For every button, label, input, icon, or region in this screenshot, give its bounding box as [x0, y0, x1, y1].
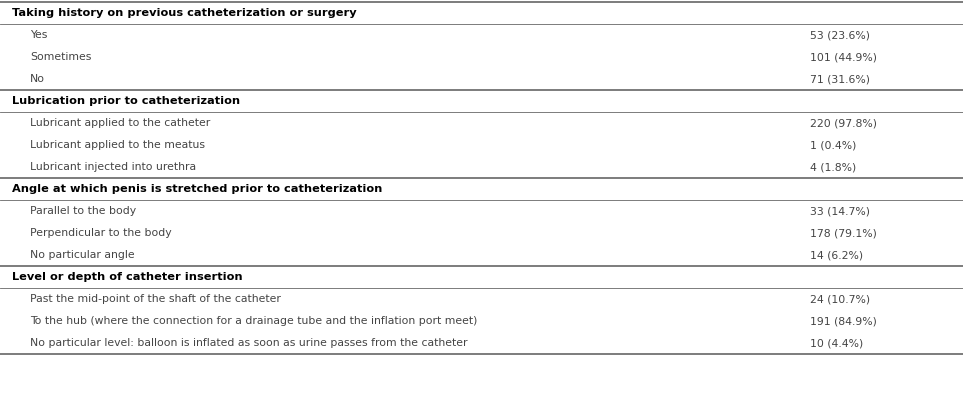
Text: 14 (6.2%): 14 (6.2%)	[810, 250, 863, 260]
Text: Level or depth of catheter insertion: Level or depth of catheter insertion	[12, 272, 243, 282]
Text: No particular level: balloon is inflated as soon as urine passes from the cathet: No particular level: balloon is inflated…	[30, 338, 467, 348]
Text: 220 (97.8%): 220 (97.8%)	[810, 118, 877, 128]
Text: 10 (4.4%): 10 (4.4%)	[810, 338, 863, 348]
Text: 191 (84.9%): 191 (84.9%)	[810, 316, 877, 326]
Text: 53 (23.6%): 53 (23.6%)	[810, 30, 870, 40]
Text: Yes: Yes	[30, 30, 47, 40]
Text: Perpendicular to the body: Perpendicular to the body	[30, 228, 171, 238]
Text: Sometimes: Sometimes	[30, 52, 91, 62]
Text: No: No	[30, 74, 45, 84]
Text: 101 (44.9%): 101 (44.9%)	[810, 52, 877, 62]
Text: Lubrication prior to catheterization: Lubrication prior to catheterization	[12, 96, 240, 106]
Text: To the hub (where the connection for a drainage tube and the inflation port meet: To the hub (where the connection for a d…	[30, 316, 478, 326]
Text: 1 (0.4%): 1 (0.4%)	[810, 140, 856, 150]
Text: 4 (1.8%): 4 (1.8%)	[810, 162, 856, 172]
Text: Taking history on previous catheterization or surgery: Taking history on previous catheterizati…	[12, 8, 356, 18]
Text: No particular angle: No particular angle	[30, 250, 135, 260]
Text: Lubricant applied to the catheter: Lubricant applied to the catheter	[30, 118, 210, 128]
Text: Lubricant applied to the meatus: Lubricant applied to the meatus	[30, 140, 205, 150]
Text: Past the mid-point of the shaft of the catheter: Past the mid-point of the shaft of the c…	[30, 294, 281, 304]
Text: Parallel to the body: Parallel to the body	[30, 206, 136, 216]
Text: 71 (31.6%): 71 (31.6%)	[810, 74, 870, 84]
Text: 24 (10.7%): 24 (10.7%)	[810, 294, 871, 304]
Text: Angle at which penis is stretched prior to catheterization: Angle at which penis is stretched prior …	[12, 184, 382, 194]
Text: 33 (14.7%): 33 (14.7%)	[810, 206, 870, 216]
Text: 178 (79.1%): 178 (79.1%)	[810, 228, 877, 238]
Text: Lubricant injected into urethra: Lubricant injected into urethra	[30, 162, 196, 172]
